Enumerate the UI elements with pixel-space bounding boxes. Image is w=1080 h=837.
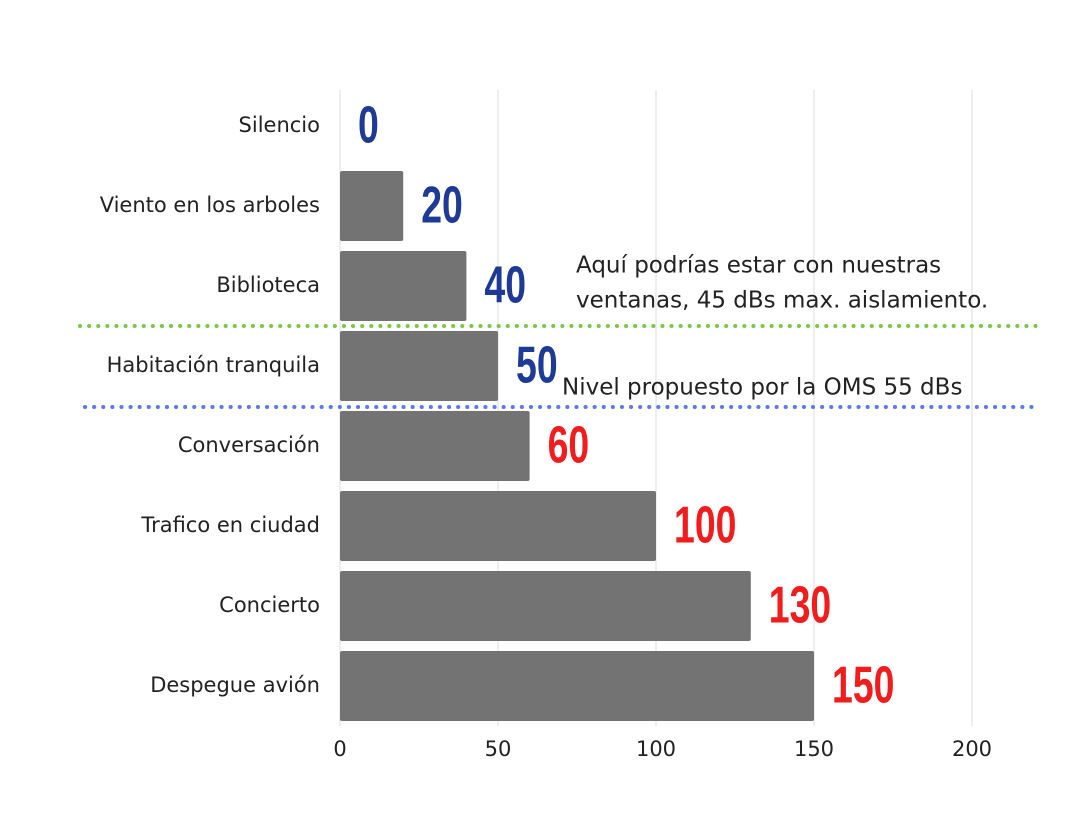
value-label: 60: [548, 416, 590, 475]
y-tick-label: Trafico en ciudad: [140, 513, 320, 537]
x-tick-label: 50: [485, 737, 512, 761]
value-label: 40: [484, 256, 526, 315]
y-tick-label: Habitación tranquila: [107, 353, 320, 377]
value-label: 130: [769, 576, 831, 635]
bar: [340, 171, 404, 241]
value-label: 20: [421, 176, 463, 235]
y-tick-label: Silencio: [239, 113, 320, 137]
value-label: 50: [516, 336, 558, 395]
x-tick-label: 150: [794, 737, 834, 761]
value-label: 0: [358, 96, 379, 155]
bar: [340, 491, 656, 561]
y-tick-label: Despegue avión: [150, 673, 320, 697]
annotation: Aquí podrías estar con nuestras: [576, 253, 941, 279]
annotation: Nivel propuesto por la OMS 55 dBs: [562, 375, 962, 401]
y-tick-label: Viento en los arboles: [100, 193, 320, 217]
value-label: 150: [832, 656, 894, 715]
y-tick-label: Biblioteca: [216, 273, 320, 297]
y-tick-label: Conversación: [178, 433, 320, 457]
x-tick-label: 100: [636, 737, 676, 761]
y-tick-label: Concierto: [219, 593, 320, 617]
x-tick-label: 0: [333, 737, 346, 761]
bar: [340, 411, 530, 481]
annotation: ventanas, 45 dBs max. aislamiento.: [576, 288, 988, 314]
bar: [340, 251, 467, 321]
value-label: 100: [674, 496, 736, 555]
bar: [340, 331, 498, 401]
x-tick-label: 200: [952, 737, 992, 761]
bar: [340, 651, 814, 721]
bar: [340, 571, 751, 641]
